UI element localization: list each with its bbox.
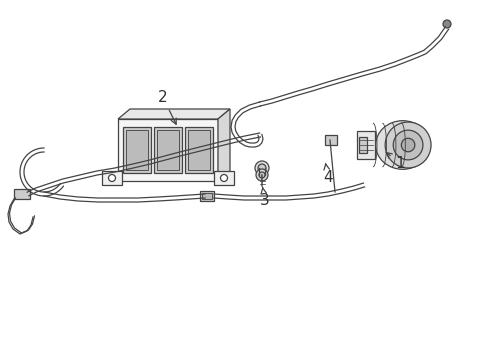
Bar bbox=[123, 127, 151, 173]
Bar bbox=[154, 127, 182, 173]
Bar bbox=[102, 171, 122, 185]
Circle shape bbox=[401, 138, 414, 152]
Circle shape bbox=[254, 161, 268, 175]
Polygon shape bbox=[118, 109, 229, 119]
Text: 3: 3 bbox=[260, 188, 269, 208]
Bar bbox=[118, 119, 218, 181]
Bar bbox=[157, 130, 179, 170]
Bar bbox=[200, 191, 214, 201]
Circle shape bbox=[442, 20, 450, 28]
Bar bbox=[126, 130, 148, 170]
Bar bbox=[358, 137, 366, 153]
Circle shape bbox=[220, 175, 227, 181]
Circle shape bbox=[385, 122, 430, 168]
Bar bbox=[14, 189, 30, 199]
Polygon shape bbox=[218, 109, 229, 181]
Text: 1: 1 bbox=[386, 153, 404, 171]
Circle shape bbox=[258, 164, 265, 172]
Circle shape bbox=[392, 130, 422, 160]
Text: 2: 2 bbox=[158, 90, 176, 124]
Bar bbox=[184, 127, 213, 173]
Circle shape bbox=[259, 172, 264, 178]
Circle shape bbox=[108, 175, 115, 181]
Ellipse shape bbox=[375, 121, 429, 169]
Circle shape bbox=[256, 169, 267, 181]
Bar bbox=[214, 171, 234, 185]
Bar bbox=[325, 135, 336, 145]
Bar bbox=[202, 193, 212, 199]
Text: 4: 4 bbox=[323, 164, 332, 185]
Bar bbox=[356, 131, 374, 159]
Bar bbox=[187, 130, 209, 170]
